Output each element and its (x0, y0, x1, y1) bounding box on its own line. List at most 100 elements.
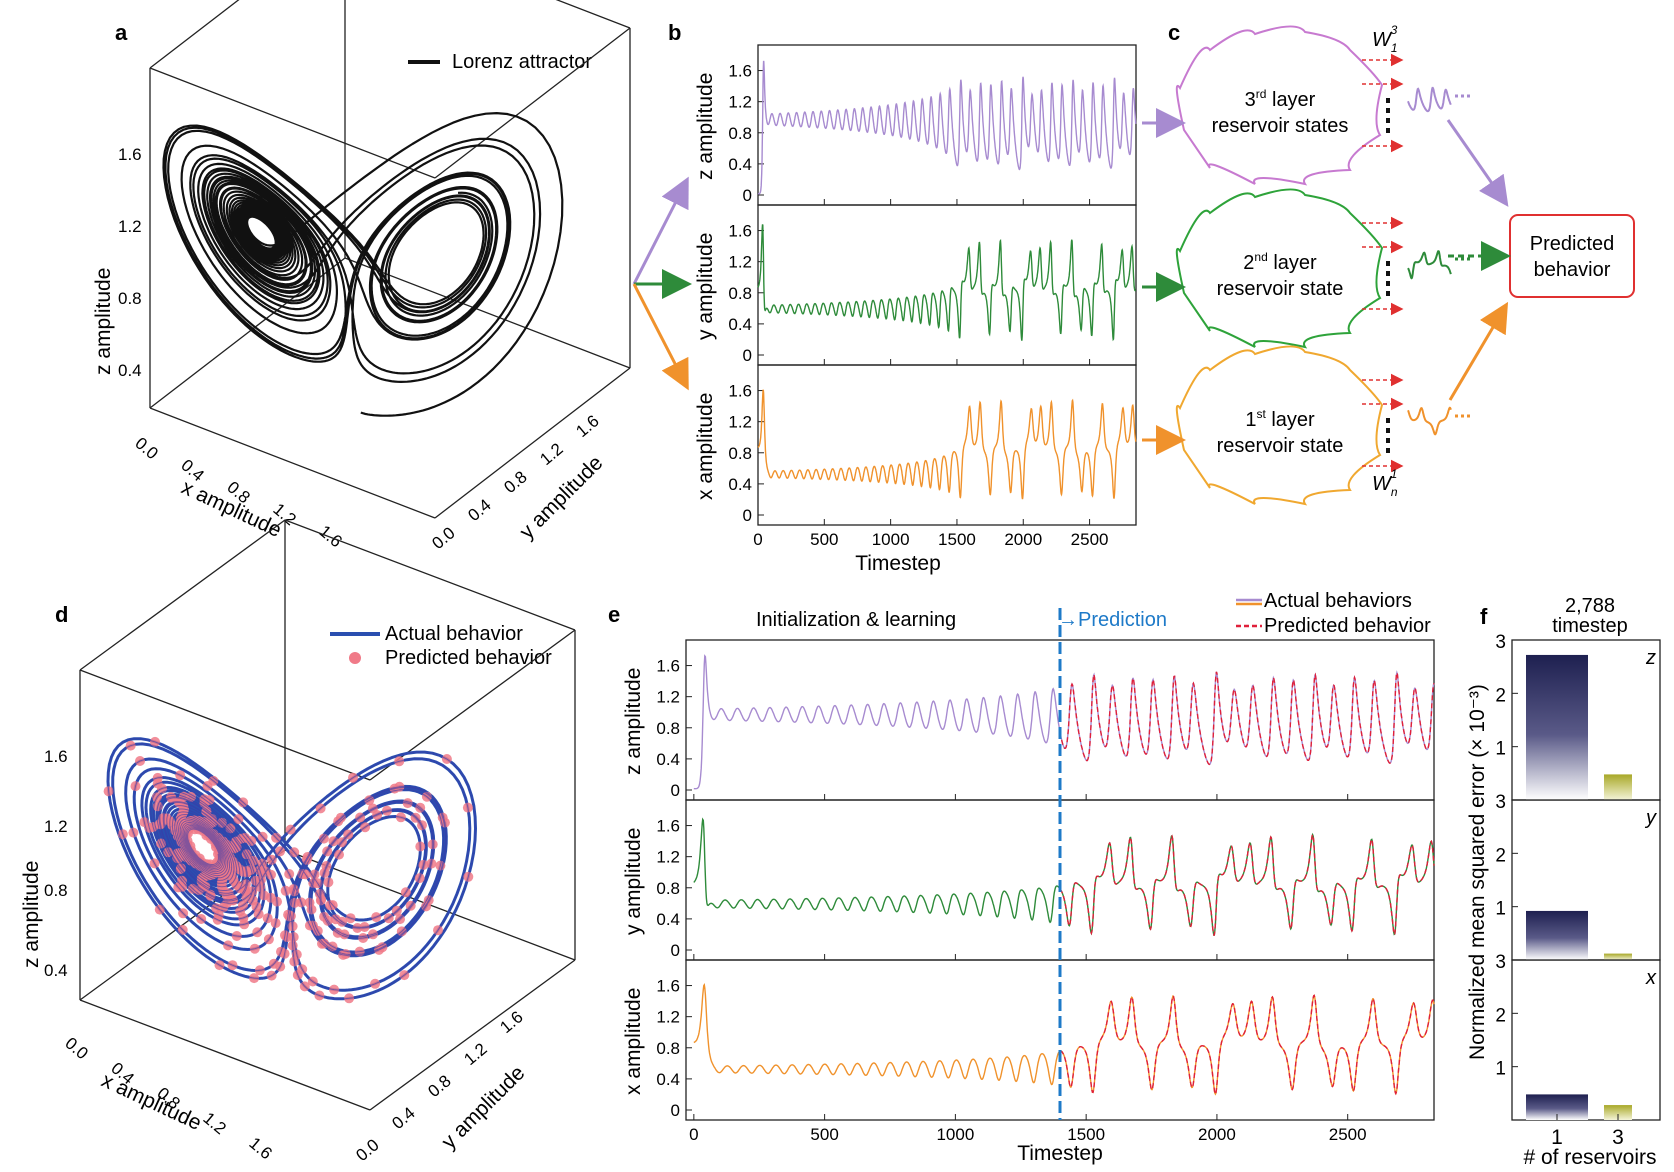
y-tick-label: 0.8 (728, 444, 752, 463)
weight-label-bottom: Wn1 (1372, 467, 1398, 499)
y-axis-label-a: y amplitude (515, 451, 607, 543)
y-tick: 0.8 (500, 467, 530, 497)
row-ylabel: z amplitude (622, 668, 645, 775)
y-tick-label: 0.4 (728, 475, 752, 494)
y-tick-label: 0.8 (656, 1039, 680, 1058)
y-tick-label: 1.2 (728, 93, 752, 112)
y-tick-label: 1.6 (728, 222, 752, 241)
bar-1-reservoir (1526, 654, 1588, 800)
axes-box-a (149, 0, 631, 519)
reservoir-cloud (1175, 188, 1384, 349)
row-tag: x (1645, 967, 1657, 989)
arrow-x-to-predicted (1448, 301, 1509, 401)
y-tick-label: 1.6 (656, 817, 680, 836)
y-tick-label: 0.8 (656, 719, 680, 738)
panel-d: d Actual behavior Predicted behavior 0.4… (20, 519, 576, 1165)
f-title-line2: timestep (1552, 615, 1628, 637)
legend-marker-predicted-d (349, 652, 361, 664)
legend-label-actual-d: Actual behavior (385, 623, 523, 645)
y-tick-label: 0 (671, 781, 680, 800)
panel-label-d: d (55, 602, 68, 627)
y-tick: 0.4 (388, 1103, 418, 1133)
row-frame (757, 204, 1137, 366)
cloud-layer-label: 2nd layer (1243, 250, 1317, 274)
arrow-to-x (632, 283, 689, 391)
lorenz-attractor-curve (162, 112, 564, 417)
predicted-line (1059, 832, 1435, 936)
predicted-behavior-box (1509, 214, 1635, 298)
legend-label-lorenz: Lorenz attractor (452, 51, 592, 73)
box-edge (434, 367, 631, 519)
box-edge (149, 0, 240, 69)
row-tag: y (1644, 807, 1657, 829)
series-line (693, 654, 1435, 790)
bar-chart-f: 1 2 3 z 1 2 3 y 1 2 3 x 1 3 (1495, 632, 1661, 1149)
row-frame (757, 364, 1137, 526)
box-edge (149, 407, 436, 519)
row-ylabel: y amplitude (694, 233, 717, 340)
panel-a: a Lorenz attractor 0.4 0.8 1.2 1.6 z amp… (92, 0, 631, 553)
x-tick: 1.6 (245, 1134, 275, 1164)
panel-c: c 3rd layer reservoir states 2nd layer rese… (1142, 20, 1635, 506)
x-tick-label: 2000 (1004, 530, 1042, 549)
cloud-reservoir-label: reservoir states (1212, 115, 1349, 137)
y-tick: 1.6 (572, 411, 602, 441)
bar-3-reservoirs (1604, 774, 1632, 800)
box-edge (344, 257, 631, 369)
y-tick-label: 0.4 (656, 910, 680, 929)
box-edge (284, 519, 576, 631)
z-tick: 0.4 (118, 361, 142, 380)
y-tick: 1.6 (496, 1007, 526, 1037)
panel-f: f 2,788 timestep 1 2 3 z 1 2 3 y 1 2 3 x 1 3 Normaliz… (1466, 595, 1661, 1169)
x-tick-label: 0 (689, 1125, 698, 1144)
y-tick-label: 0 (743, 506, 752, 525)
legend-label-predicted-e: Predicted behavior (1264, 615, 1431, 637)
actual-trajectory-overlay (107, 738, 477, 1000)
row-frame (757, 44, 1137, 206)
ellipsis-dot (1386, 118, 1390, 123)
x-axis-label-e: Timestep (1017, 1142, 1103, 1165)
z-tick: 1.6 (118, 145, 142, 164)
x-axis-label-b: Timestep (855, 552, 941, 575)
panel-label-f: f (1480, 604, 1488, 629)
y-axis-label-f: Normalized mean squared error (× 10⁻³) (1466, 684, 1489, 1060)
y-tick-label: 1 (1495, 899, 1506, 920)
y-tick-label: 3 (1495, 632, 1506, 653)
y-tick-label: 1 (1495, 739, 1506, 760)
predicted-box-line2: behavior (1534, 259, 1611, 281)
y-tick-label: 1.2 (728, 253, 752, 272)
y-tick-label: 0 (743, 346, 752, 365)
z-ticks-d: 0.4 0.8 1.2 1.6 (44, 747, 68, 980)
attractor-trajectory (162, 112, 564, 417)
y-tick-label: 0 (671, 941, 680, 960)
ellipsis-dot (1386, 428, 1390, 433)
x-tick: 0.0 (61, 1034, 91, 1064)
output-trace (1407, 406, 1452, 436)
y-tick-label: 0.4 (656, 1070, 680, 1089)
bar-3-reservoirs (1604, 1105, 1632, 1120)
f-title-line1: 2,788 (1565, 595, 1615, 617)
legend-label-predicted-d: Predicted behavior (385, 647, 552, 669)
y-tick-label: 2 (1495, 1005, 1506, 1026)
row-tag: z (1645, 647, 1656, 669)
z-tick: 0.8 (118, 289, 142, 308)
y-tick-label: 0.4 (728, 155, 752, 174)
panel-e: e Initialization & learning →Prediction … (608, 590, 1435, 1165)
x-ticks-a: 0.0 0.4 0.8 1.2 1.6 (131, 434, 345, 552)
box-edge (79, 519, 286, 671)
z-axis-label-a: z amplitude (92, 268, 115, 375)
panel-label-e: e (608, 602, 620, 627)
predicted-line (1059, 670, 1435, 766)
z-tick: 1.2 (44, 817, 68, 836)
x-tick-label: 1000 (936, 1125, 974, 1144)
lorenz-actual-vs-predicted (103, 736, 477, 1004)
y-tick: 1.2 (460, 1039, 490, 1069)
y-tick-label: 1.6 (728, 382, 752, 401)
y-tick-label: 0.4 (656, 750, 680, 769)
z-tick: 0.8 (44, 881, 68, 900)
y-tick-label: 3 (1495, 792, 1506, 813)
ellipsis-dot (1386, 98, 1390, 103)
row-ylabel: x amplitude (694, 393, 717, 500)
ellipsis-dot (1386, 281, 1390, 286)
